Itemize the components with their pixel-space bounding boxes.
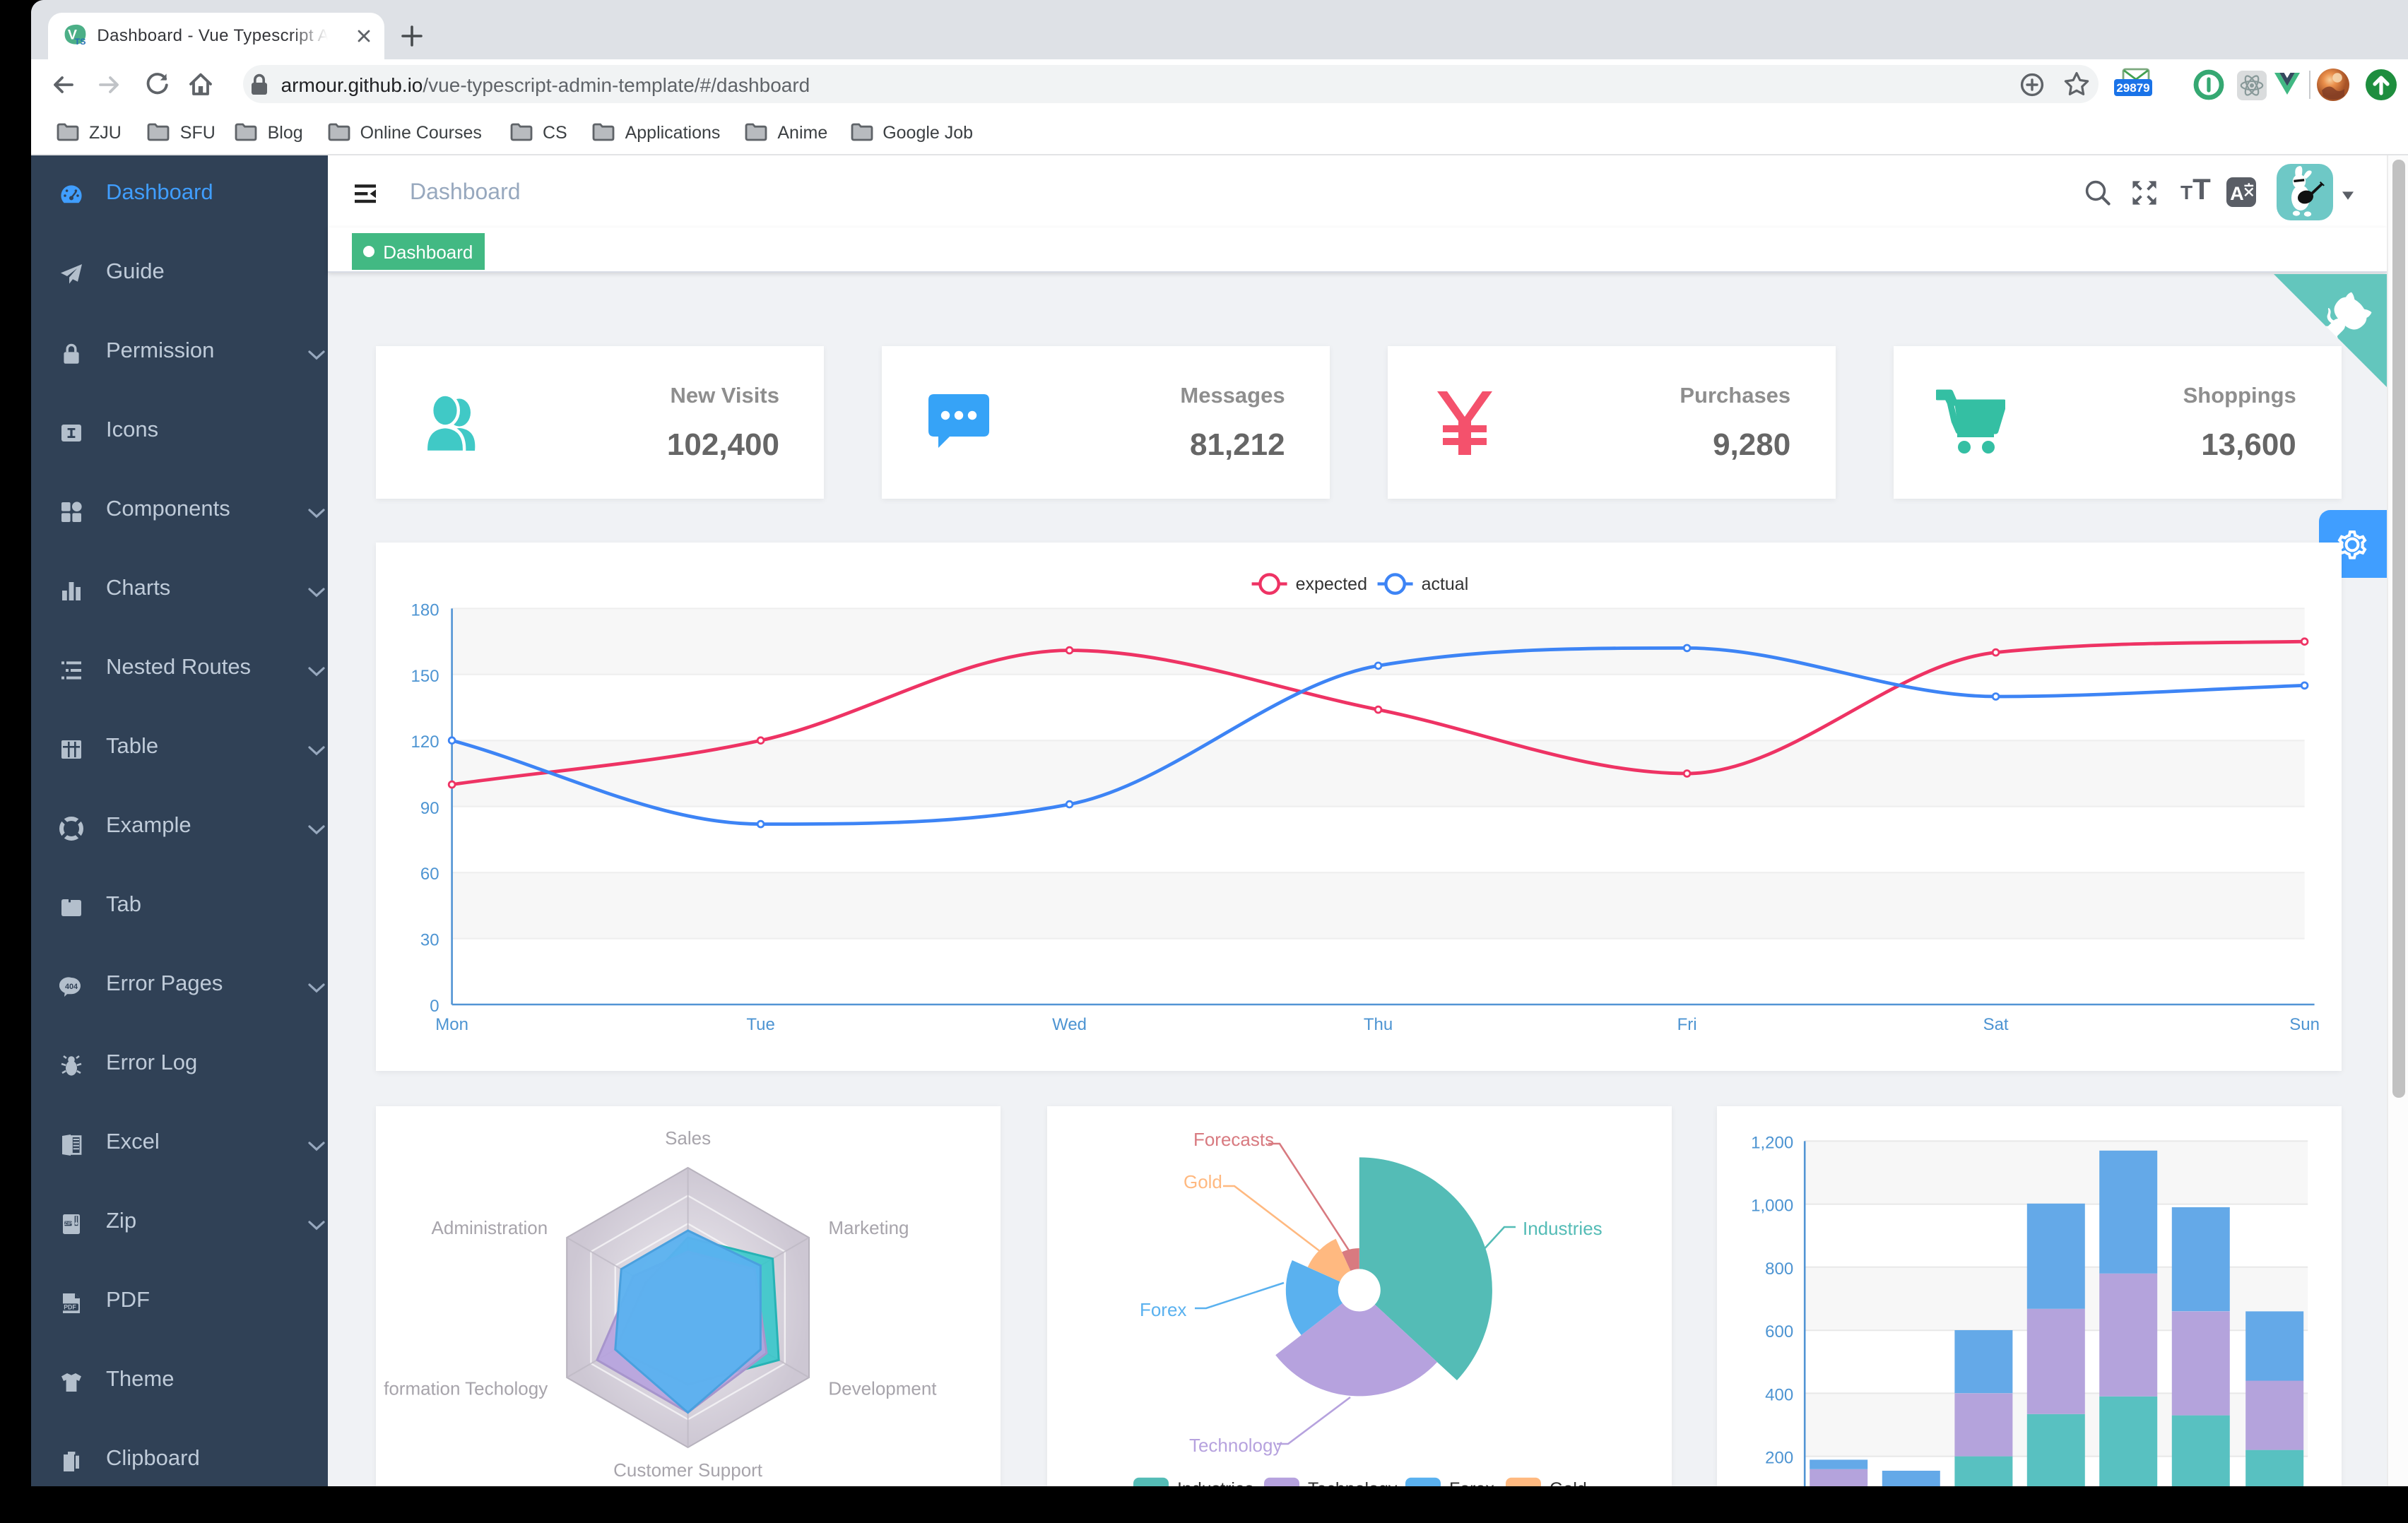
svg-text:ZIP: ZIP (64, 1221, 72, 1226)
svg-text:V: V (67, 28, 76, 43)
svg-text:TS: TS (74, 37, 85, 47)
svg-text:404: 404 (65, 983, 78, 991)
svg-text:A: A (2230, 182, 2244, 204)
svg-text:PDF: PDF (64, 1304, 76, 1311)
